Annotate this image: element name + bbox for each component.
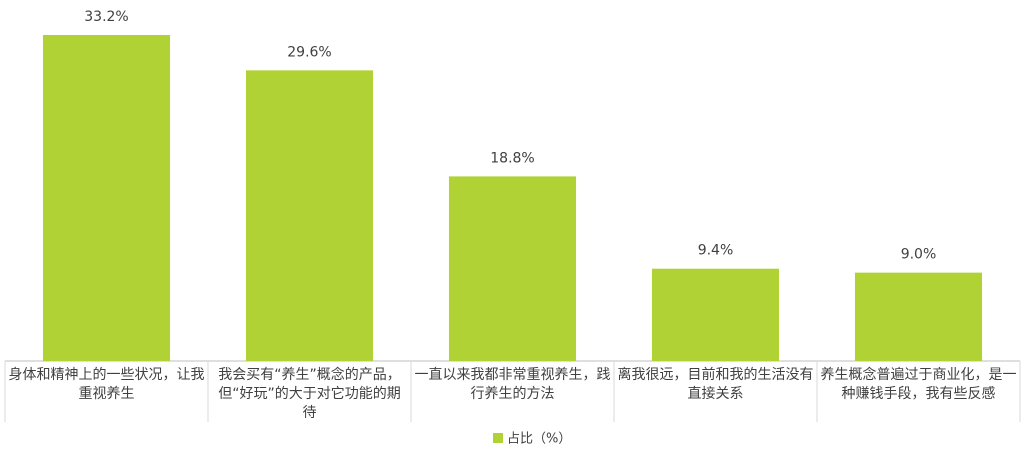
bar [854,272,983,361]
value-label: 9.0% [901,247,937,263]
x-tick-label: 身体和精神上的一些状况，让我重视养生 [8,367,205,402]
bar [42,35,171,361]
value-label: 33.2% [84,9,128,25]
x-tick-label: 养生概念普遍过于商业化，是一种赚钱手段，我有些反感 [820,367,1017,402]
value-label: 29.6% [287,44,331,60]
x-tick-label: 一直以来我都非常重视养生，践行养生的方法 [414,367,611,402]
value-label: 18.8% [490,150,534,166]
bar [448,176,577,361]
value-label: 9.4% [698,243,734,259]
x-tick-label: 我会买有“养生”概念的产品，但“好玩”的大于对它功能的期待 [218,367,401,421]
x-tick-label: 离我很远，目前和我的生活没有直接关系 [617,367,814,402]
bar [651,268,780,361]
bar [245,70,374,361]
legend-label: 占比（%） [507,432,571,447]
legend-swatch [493,433,503,443]
